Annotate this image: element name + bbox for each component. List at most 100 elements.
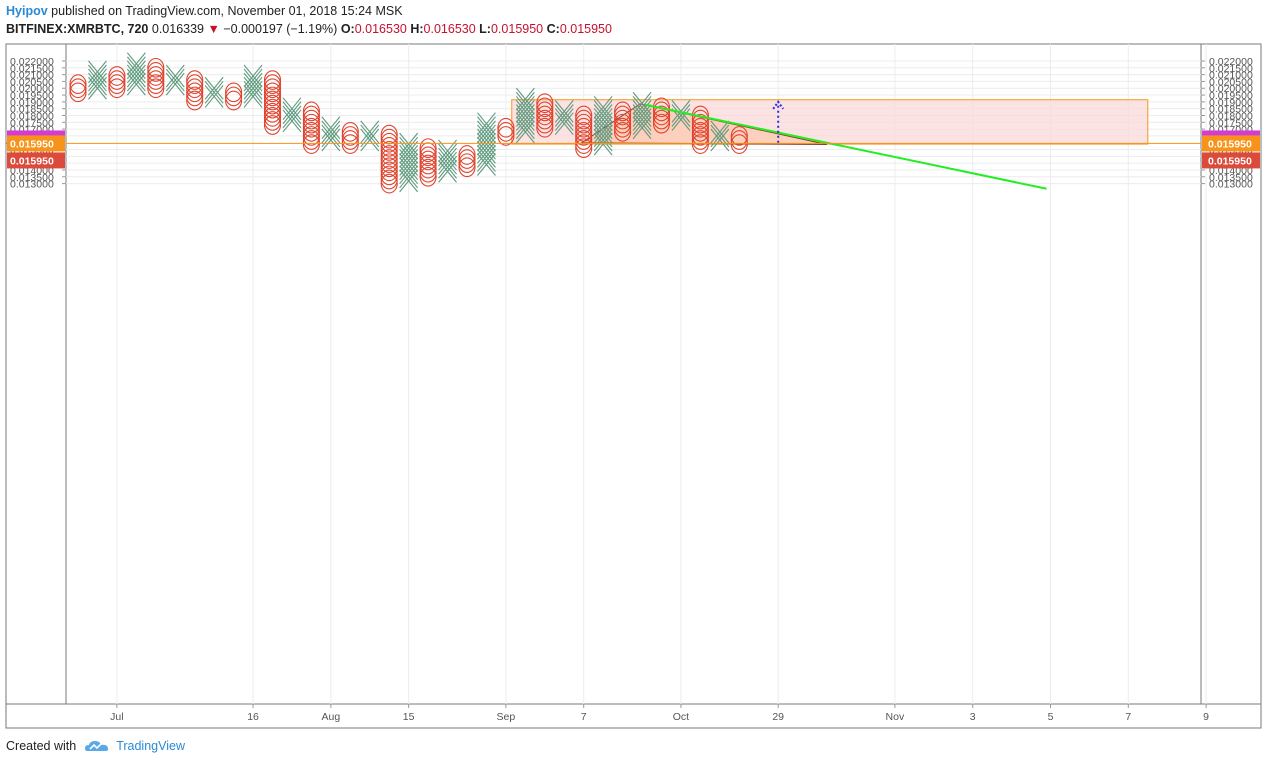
x-box: [88, 60, 107, 84]
x-box: [321, 116, 341, 140]
y-tick-label-left: 0.018500: [10, 104, 54, 116]
y-tick-label-right: 0.021500: [1209, 63, 1253, 75]
y-tick-label-left: 0.020000: [10, 83, 54, 95]
y-tick-label-left: 0.021500: [10, 63, 54, 75]
y-tick-label-right: 0.021000: [1209, 70, 1253, 82]
x-box: [710, 128, 730, 152]
x-box: [399, 140, 419, 164]
x-box: [126, 68, 146, 92]
x-box: [632, 95, 652, 119]
o-box: [108, 66, 126, 86]
x-box: [399, 145, 419, 168]
o-box: [380, 136, 398, 157]
o-box: [419, 166, 437, 187]
o-box: [536, 109, 554, 130]
x-box: [593, 128, 613, 152]
x-box: [632, 104, 652, 127]
o-box: [108, 70, 126, 90]
x-tick-label: 7: [1125, 711, 1131, 723]
tradingview-brand-link[interactable]: TradingView: [116, 739, 185, 753]
o-box: [302, 105, 320, 126]
x-box: [438, 151, 457, 175]
o-box: [575, 138, 593, 159]
o-box: [263, 90, 282, 111]
o-box: [302, 121, 320, 142]
x-box: [243, 80, 263, 104]
x-box: [477, 136, 496, 160]
o-box: [458, 153, 476, 174]
x-box: [126, 64, 146, 88]
x-box: [88, 64, 107, 88]
o-box: [263, 74, 282, 95]
o-box: [186, 70, 204, 90]
o-box: [186, 74, 204, 95]
o-box: [186, 90, 204, 111]
x-box: [243, 85, 263, 108]
o-box: [691, 121, 709, 142]
price-badge-left: [7, 135, 65, 152]
price-badge-left: [7, 152, 65, 169]
x-tick-label: 5: [1048, 711, 1054, 723]
x-box: [593, 112, 613, 136]
o-box: [380, 157, 398, 178]
x-box: [399, 169, 419, 193]
o-box: [302, 134, 320, 154]
o-box: [575, 134, 593, 154]
x-box: [399, 136, 419, 160]
time-axis[interactable]: Jul 16 Aug 15 Sep 7 Oct 29 Nov 3 5 7 9: [110, 704, 1209, 723]
price-badge-right-label: 0.015950: [1208, 155, 1252, 167]
chart-frame: [5, 43, 1262, 729]
right-price-axis[interactable]: 0.0220000.0215000.0210000.0205000.020000…: [1201, 56, 1253, 191]
x-box: [477, 145, 496, 168]
x-box: [438, 155, 457, 179]
o-box: [691, 130, 709, 150]
y-tick-label-right: 0.020500: [1209, 76, 1253, 88]
o-box: [263, 82, 282, 103]
last-price: 0.016339: [151, 22, 205, 36]
o-box: [691, 117, 709, 138]
x-box: [593, 116, 613, 140]
o-box: [614, 109, 632, 130]
x-box: [632, 112, 652, 136]
o-box: [341, 134, 359, 154]
x-box: [243, 72, 263, 96]
y-tick-label-left: 0.020500: [10, 76, 54, 88]
o-box: [730, 134, 748, 154]
x-box: [321, 128, 341, 152]
o-box: [380, 153, 398, 174]
x-tick-label: Sep: [497, 711, 516, 723]
pnf-columns: [69, 52, 748, 194]
close-value: 0.015950: [559, 22, 612, 36]
author-link[interactable]: Hyipov: [6, 4, 48, 18]
price-badge-right-label: 0.015950: [1208, 138, 1252, 150]
trend-line: [645, 103, 1047, 190]
x-box: [438, 143, 457, 167]
target-arrow-head: [772, 100, 785, 110]
x-box: [515, 120, 535, 144]
x-box: [243, 76, 263, 100]
y-tick-label-right: 0.019500: [1209, 90, 1253, 102]
left-price-axis[interactable]: 0.0220000.0215000.0210000.0205000.020000…: [10, 56, 66, 191]
o-box: [380, 141, 398, 161]
o-box: [652, 101, 671, 122]
o-box: [147, 66, 165, 86]
y-tick-label-left: 0.017500: [10, 117, 54, 129]
o-box: [691, 134, 709, 154]
o-box: [536, 113, 554, 134]
x-box: [126, 56, 146, 80]
price-badge-left-label: 0.015950: [10, 138, 54, 150]
x-box: [593, 100, 613, 123]
o-box: [575, 130, 593, 150]
o-box: [419, 154, 437, 175]
x-box: [360, 128, 380, 152]
high-label: H:: [410, 22, 424, 36]
x-box: [243, 64, 263, 88]
x-box: [632, 108, 652, 131]
x-box: [593, 104, 613, 127]
x-tick-label: Oct: [673, 711, 689, 723]
o-box: [497, 117, 515, 138]
y-tick-label-left: 0.013000: [10, 179, 54, 191]
y-tick-label-left: 0.013500: [10, 172, 54, 184]
x-box: [632, 100, 652, 123]
